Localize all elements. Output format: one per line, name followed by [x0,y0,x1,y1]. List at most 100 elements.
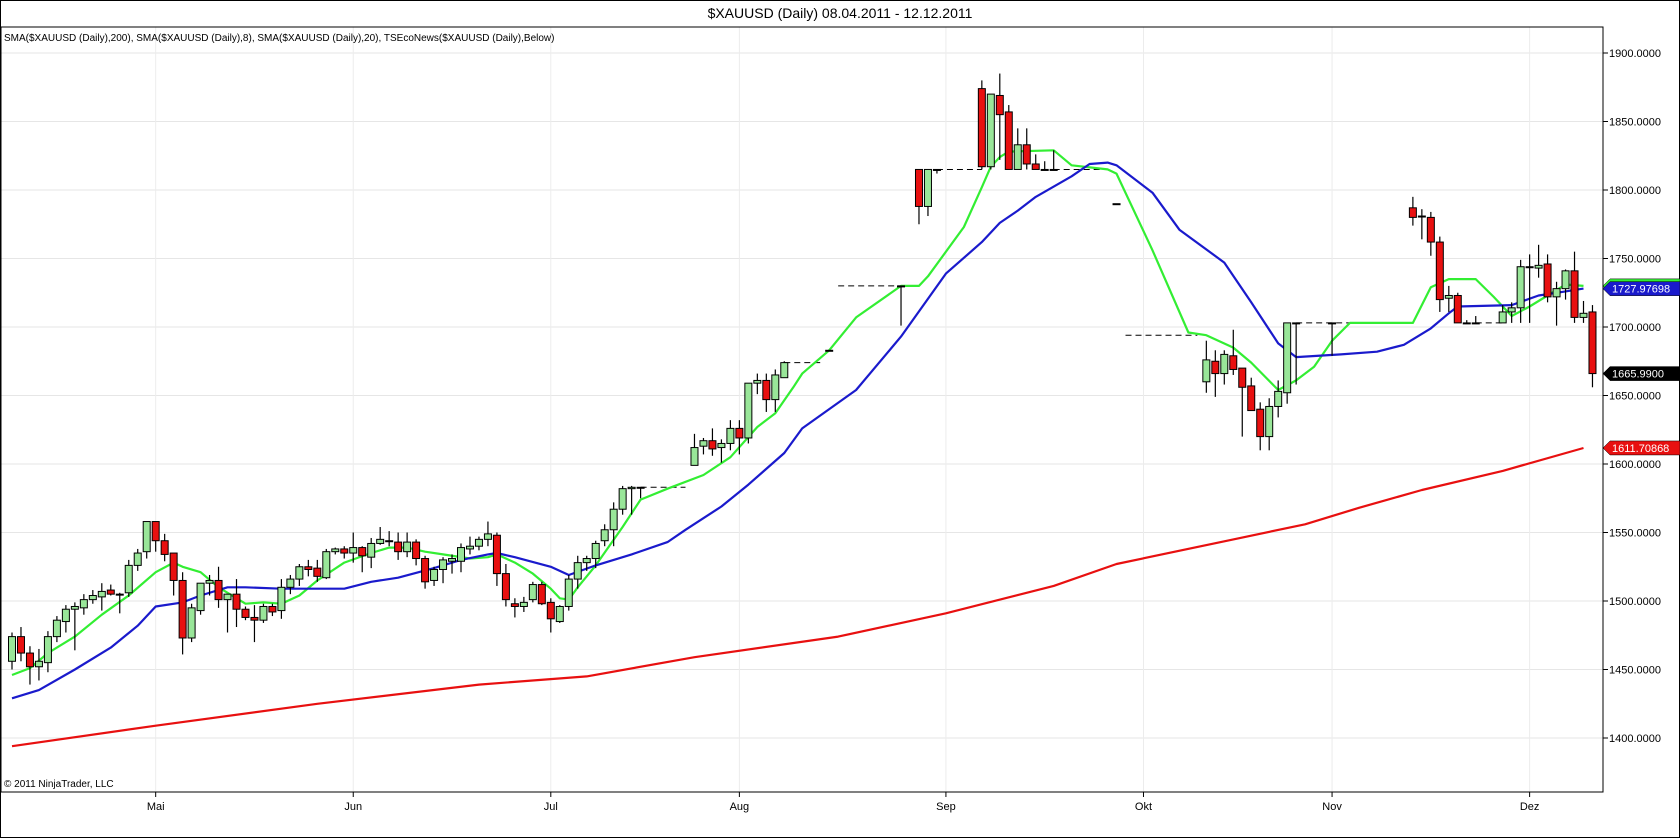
y-tick-label: 1850.0000 [1609,117,1661,129]
candle [582,555,591,571]
candle-body-up [555,605,564,623]
candle-body-down [1004,111,1013,170]
candle-body-down [16,636,25,654]
candle [367,537,376,569]
candle-body-up [519,601,528,607]
candle-body-down [178,579,187,639]
candle-body-down [169,552,178,581]
candle [331,547,340,555]
candle-body-up [322,551,331,579]
candle-body-down [537,584,546,605]
candle [528,581,537,603]
candle [259,603,268,623]
candle-body-up [385,540,394,543]
candle-body-up [1525,266,1534,269]
candle-body-down [510,603,519,607]
y-tick-label: 1450.0000 [1609,665,1661,677]
candle [205,574,214,596]
candle-body-up [618,488,627,510]
candle-body-up [1202,359,1211,383]
candle-body-up [1516,266,1525,309]
candle [133,548,142,571]
candle [106,584,115,596]
candle [295,564,304,586]
candle [1247,377,1256,412]
candle-body-up [367,542,376,558]
candle [600,524,609,547]
candle-body-up [439,559,448,570]
candle [430,566,439,586]
candle-body-down [1543,263,1552,298]
candle [1328,322,1337,356]
candle-body-up [97,590,106,598]
sma20-line [11,161,1584,700]
candle [1112,203,1121,206]
candle-body-up [34,660,43,668]
candle-body-down [1238,367,1247,388]
candle-body-up [1049,168,1058,171]
candle [474,536,483,551]
candle [142,521,151,559]
candle [286,574,295,595]
candle [492,532,501,586]
candle [699,437,708,455]
candle-body-down [977,88,986,168]
y-axis[interactable]: 1400.0000 1450.0000 1500.0000 1550.0000 1600… [1602,27,1661,792]
grid-lines [1,27,1603,792]
candle [1525,254,1534,323]
candle [1516,259,1525,323]
candle [1040,161,1049,171]
candle [609,502,618,547]
candle [977,80,986,170]
candle [70,602,79,651]
candle [250,605,259,643]
candle [115,592,124,614]
candle [1211,350,1220,397]
candle-body-up [403,541,412,553]
candle-body-up [448,558,457,562]
x-axis[interactable]: Mai Jun Jul Aug Sep Okt Nov Dez [147,792,1540,813]
candle-body-down [735,427,744,439]
candle-body-up [349,547,358,554]
candle [1534,244,1543,278]
x-tick-label: Nov [1322,801,1342,813]
candle [421,555,430,589]
candle [1229,329,1238,375]
candle [214,566,223,608]
candle [1579,300,1588,323]
candle-body-up [690,447,699,466]
candle-body-down [394,541,403,553]
candle-body-down [25,652,34,668]
candle [771,369,780,412]
candle-body-down [762,379,771,401]
candle [79,594,88,615]
x-tick-label: Jun [344,801,362,813]
candle-body-up [1220,353,1229,375]
candle [1417,209,1426,240]
y-tick-label: 1650.0000 [1609,391,1661,403]
candle-body-up [474,538,483,547]
candle [923,168,932,217]
candle-body-up [923,168,932,207]
candle-body-up [726,427,735,444]
candle-body-up [465,545,474,550]
y-tick-label: 1700.0000 [1609,322,1661,334]
candle [1022,128,1031,170]
candle-body-up [43,636,52,664]
candle [358,546,367,573]
sma20-price-label: 1727.97698 [1612,284,1670,296]
candle [241,606,250,621]
candle [304,559,313,577]
candle [1570,251,1579,323]
y-tick-label: 1550.0000 [1609,528,1661,540]
candle-body-down [151,521,160,542]
candle [457,543,465,573]
candle-body-up [1274,390,1283,407]
candle-body-up [142,521,151,553]
candle [52,616,61,643]
candle [34,648,43,681]
candle [591,540,600,569]
x-tick-label: Sep [936,801,956,813]
candle [636,486,645,499]
